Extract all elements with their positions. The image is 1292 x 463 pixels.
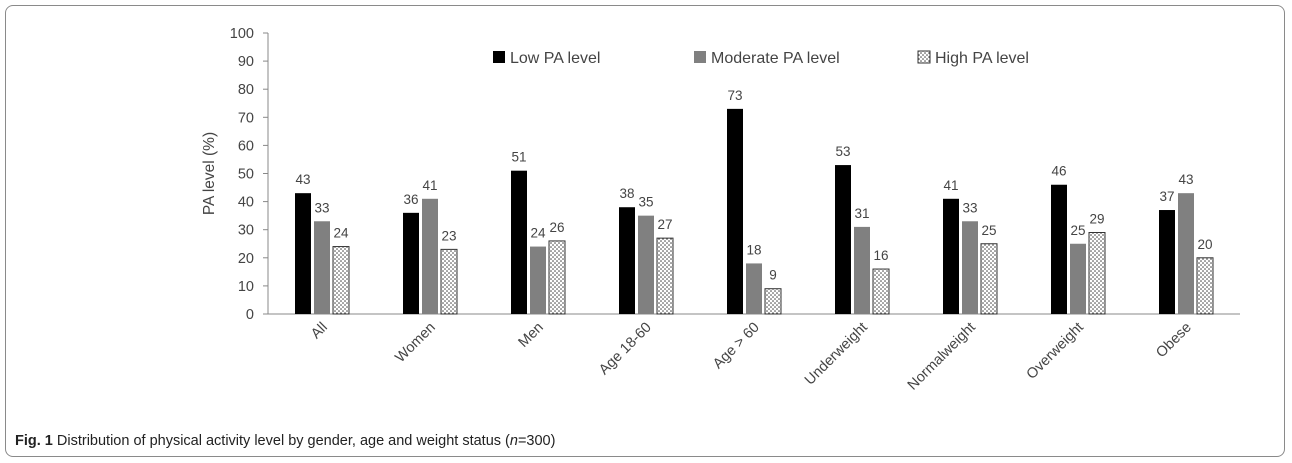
bar-low xyxy=(835,165,851,314)
data-label: 38 xyxy=(619,186,634,201)
data-label: 37 xyxy=(1159,189,1174,204)
bar-low xyxy=(295,193,311,314)
bar-moderate xyxy=(1070,243,1086,314)
legend-swatch xyxy=(694,51,706,63)
data-label: 33 xyxy=(962,200,977,215)
y-tick-label: 100 xyxy=(230,26,254,42)
y-tick-label: 60 xyxy=(238,138,254,154)
data-label: 46 xyxy=(1051,164,1066,179)
bar-moderate xyxy=(1178,193,1194,314)
x-tick-label: All xyxy=(308,320,331,343)
y-tick-label: 90 xyxy=(238,54,254,70)
data-label: 51 xyxy=(511,150,526,165)
y-tick-label: 40 xyxy=(238,195,254,211)
data-label: 43 xyxy=(1178,172,1193,187)
bar-moderate xyxy=(638,215,654,314)
bar-low xyxy=(727,108,743,315)
data-label: 16 xyxy=(873,248,888,263)
bar-high xyxy=(548,240,566,315)
x-tick-label: Overweight xyxy=(1024,320,1087,383)
y-axis-label: PA level (%) xyxy=(201,132,218,215)
caption-label: Fig. 1 xyxy=(15,433,53,449)
data-label: 43 xyxy=(295,172,310,187)
data-label: 23 xyxy=(441,228,456,243)
bar-moderate xyxy=(314,221,330,314)
bar-low xyxy=(1051,184,1067,314)
bar-moderate xyxy=(962,221,978,314)
data-label: 18 xyxy=(746,242,761,257)
x-tick-label: Age 18-60 xyxy=(596,320,655,379)
bar-low xyxy=(619,207,635,314)
data-label: 29 xyxy=(1089,212,1104,227)
bar-low xyxy=(511,170,527,314)
x-tick-label: Men xyxy=(516,320,547,351)
data-label: 25 xyxy=(1070,223,1085,238)
data-label: 73 xyxy=(727,88,742,103)
legend-swatch xyxy=(493,51,505,63)
data-label: 31 xyxy=(854,206,869,221)
bar-moderate xyxy=(530,246,546,314)
caption-text: Distribution of physical activity level … xyxy=(52,433,510,449)
bar-moderate xyxy=(854,226,870,314)
data-label: 9 xyxy=(769,268,777,283)
y-tick-label: 10 xyxy=(238,279,254,295)
bar-high xyxy=(440,248,458,315)
bar-low xyxy=(1159,210,1175,314)
bar-moderate xyxy=(422,198,438,314)
bar-low xyxy=(943,198,959,314)
bar-high xyxy=(1196,257,1214,315)
data-label: 53 xyxy=(835,144,850,159)
bar-moderate xyxy=(746,263,762,314)
data-label: 20 xyxy=(1197,237,1212,252)
legend-label: High PA level xyxy=(935,50,1029,67)
bar-high xyxy=(980,243,998,315)
x-tick-label: Obese xyxy=(1153,320,1195,362)
legend-label: Low PA level xyxy=(510,50,600,67)
data-label: 26 xyxy=(549,220,564,235)
legend: Low PA level Moderate PA level High PA lev… xyxy=(493,50,1029,67)
bar-high xyxy=(332,246,350,315)
caption-text-end: =300) xyxy=(517,433,556,449)
y-tick-label: 0 xyxy=(246,307,254,323)
bar-chart: 0 10 20 30 40 50 60 70 80 90 100 PA level (%) All Wom… xyxy=(201,26,1240,394)
data-label: 25 xyxy=(981,223,996,238)
data-label: 35 xyxy=(638,195,653,210)
x-tick-label: Age > 60 xyxy=(710,320,763,373)
legend-swatch xyxy=(917,50,931,64)
x-tick-label: Underweight xyxy=(802,320,871,389)
y-tick-label: 20 xyxy=(238,251,254,267)
y-tick-label: 30 xyxy=(238,223,254,239)
legend-label: Moderate PA level xyxy=(711,50,840,67)
bar-high xyxy=(764,288,782,315)
bar-high xyxy=(1088,232,1106,315)
x-tick-label: Women xyxy=(392,320,438,366)
bar-high xyxy=(872,268,890,315)
data-label: 41 xyxy=(422,178,437,193)
y-tick-label: 50 xyxy=(238,167,254,183)
data-label: 36 xyxy=(403,192,418,207)
data-label: 24 xyxy=(333,226,349,241)
data-label: 33 xyxy=(314,200,329,215)
axes: 0 10 20 30 40 50 60 70 80 90 100 PA level (%) All Wom… xyxy=(201,26,1240,394)
caption-n-symbol: n xyxy=(509,433,518,449)
y-tick-label: 70 xyxy=(238,110,254,126)
bar-high xyxy=(656,237,674,315)
data-label: 27 xyxy=(657,217,672,232)
data-label: 41 xyxy=(943,178,958,193)
figure-caption: Fig. 1 Distribution of physical activity… xyxy=(15,433,555,449)
data-label: 24 xyxy=(530,226,546,241)
y-tick-label: 80 xyxy=(238,82,254,98)
bar-low xyxy=(403,212,419,314)
x-tick-label: Normalweight xyxy=(905,320,979,394)
